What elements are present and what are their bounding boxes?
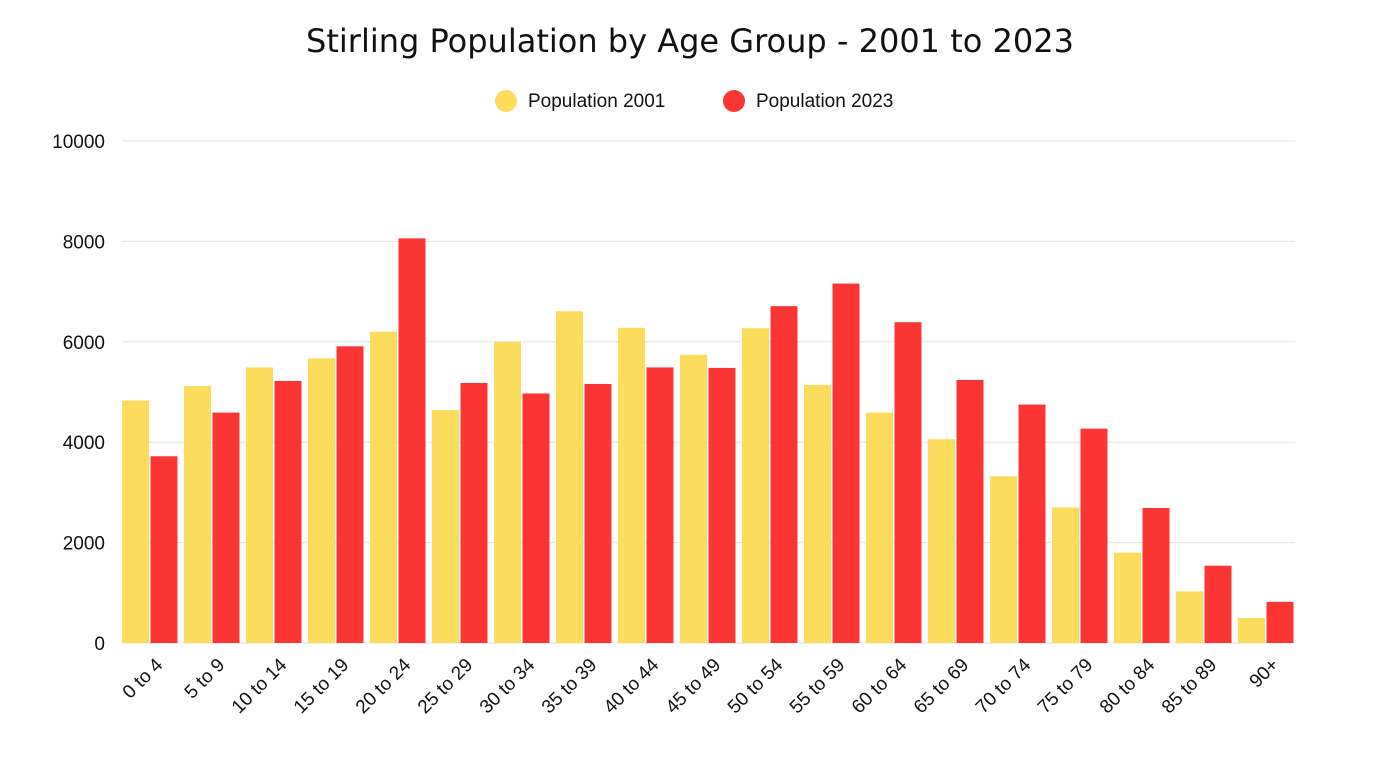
legend: Population 2001 Population 2023 [495,90,893,112]
bar-population-2023 [274,380,302,643]
bar-population-2001 [680,354,707,643]
x-tick-label: 45 to 49 [662,655,725,718]
bar-population-2001 [1052,507,1079,643]
bar-population-2001 [122,400,149,643]
x-tick-label: 50 to 54 [724,654,788,718]
bar-population-2023 [150,456,178,643]
bar-population-2001 [1114,552,1141,643]
bar-population-2023 [1204,565,1232,643]
bar-population-2023 [832,283,860,643]
bar-population-2023 [708,367,736,643]
x-tick-label: 90+ [1246,655,1284,693]
x-tick-label: 65 to 69 [910,655,973,718]
x-tick-label: 30 to 34 [476,654,540,718]
bar-population-2023 [646,367,674,643]
x-tick-label: 85 to 89 [1158,655,1221,718]
y-tick-label: 0 [94,634,105,655]
bar-population-2001 [556,311,583,643]
y-tick-label: 2000 [63,534,105,555]
legend-item: Population 2001 [495,90,665,112]
bar-population-2001 [308,358,335,643]
x-tick-label: 40 to 44 [600,654,664,718]
legend-label: Population 2023 [756,91,893,112]
y-tick-label: 6000 [63,333,105,354]
bar-population-2001 [618,327,645,643]
bar-population-2023 [522,393,550,643]
x-tick-label: 75 to 79 [1034,655,1097,718]
bar-population-2001 [804,384,831,643]
x-tick-label: 80 to 84 [1096,654,1160,718]
bar-population-2023 [1142,507,1170,643]
x-tick-label: 55 to 59 [786,655,849,718]
bar-population-2023 [212,412,240,643]
bar-population-2001 [184,385,211,643]
x-tick-label: 0 to 4 [119,654,168,703]
legend-item: Population 2023 [723,90,893,112]
bar-population-2023 [460,382,488,643]
x-tick-label: 70 to 74 [972,654,1036,718]
bar-population-2001 [432,410,459,643]
bar-population-2001 [742,328,769,643]
x-tick-label: 10 to 14 [228,654,292,718]
bars [122,238,1294,643]
bar-population-2001 [370,331,397,643]
legend-swatch [723,90,745,112]
bar-population-2001 [1238,617,1265,643]
y-tick-label: 10000 [52,132,105,153]
bar-population-2001 [866,412,893,643]
x-tick-label: 60 to 64 [848,654,912,718]
bar-population-2023 [956,379,984,643]
bar-population-2023 [584,383,612,643]
bar-population-2023 [1266,601,1294,643]
bar-population-2023 [1018,404,1046,643]
x-tick-label: 35 to 39 [538,655,601,718]
bar-population-2023 [336,346,364,643]
legend-label: Population 2001 [528,91,665,112]
chart-title: Stirling Population by Age Group - 2001 … [306,22,1074,60]
x-tick-label: 5 to 9 [181,655,229,703]
x-tick-label: 25 to 29 [414,655,477,718]
bar-population-2023 [770,306,798,643]
x-tick-label: 20 to 24 [352,654,416,718]
y-tick-label: 4000 [63,433,105,454]
bar-population-2001 [928,439,955,643]
bar-population-2001 [246,367,273,643]
bar-population-2001 [990,476,1017,643]
bar-population-2001 [494,341,521,643]
legend-swatch [495,90,517,112]
x-tick-label: 15 to 19 [290,655,353,718]
bar-population-2023 [1080,428,1108,643]
y-axis: 0 2000 4000 6000 8000 10000 [52,132,105,655]
bar-population-2023 [398,238,426,643]
y-tick-label: 8000 [63,232,105,253]
bar-population-2023 [894,322,922,643]
bar-population-2001 [1176,591,1203,643]
